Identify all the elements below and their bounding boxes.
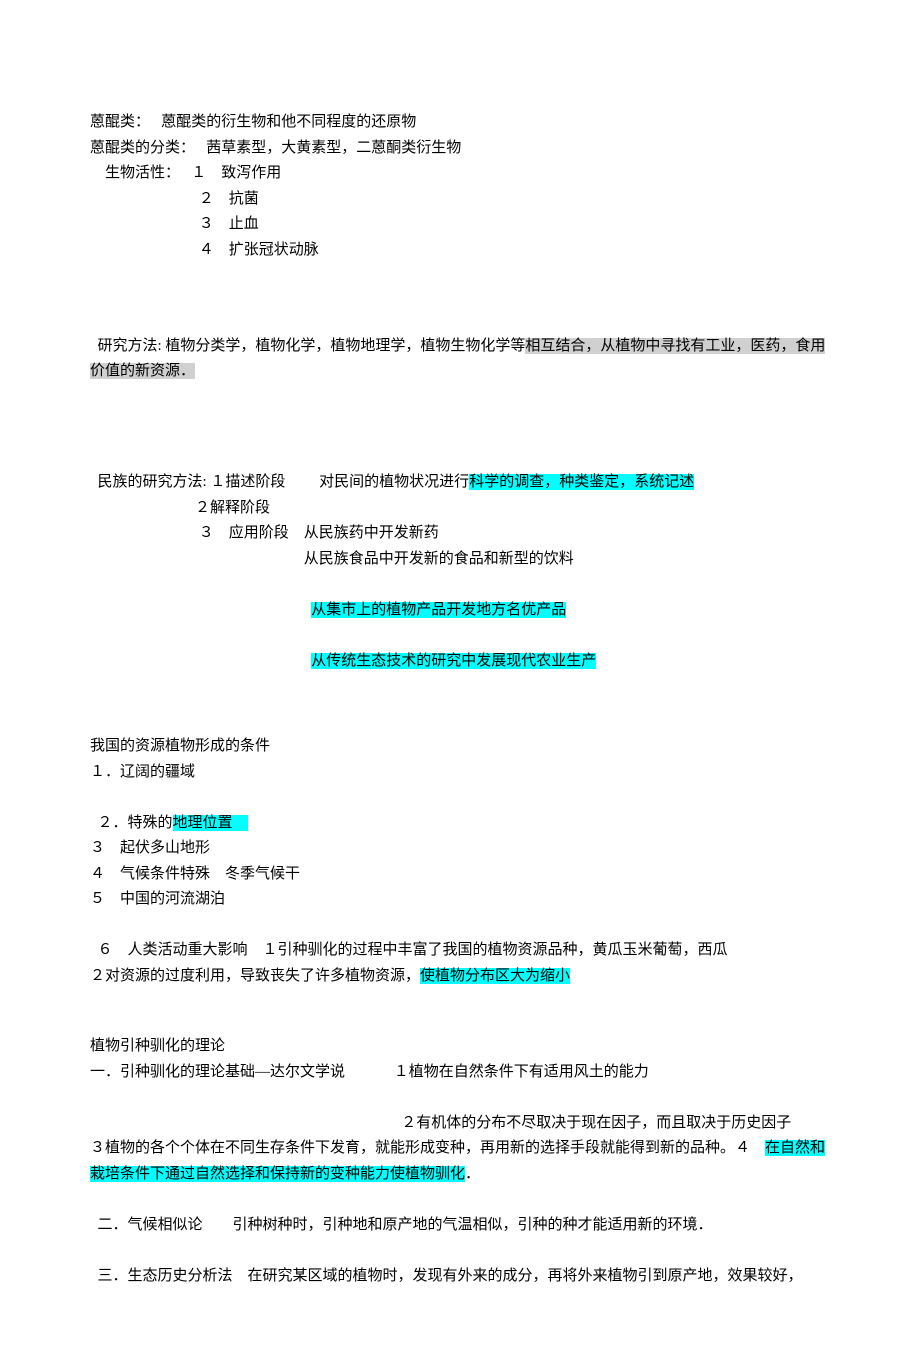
ethnic-stage-1-prefix: １描述阶段 对民间的植物状况进行 [210,474,469,490]
ethnic-sub-3-indent [98,653,312,669]
ethnic-sub-3-highlight: 从传统生态技术的研究中发展现代农业生产 [311,653,596,669]
ethnic-stage-3-sub-1: 从民族食品中开发新的食品和新型的饮料 [90,547,830,573]
theory-1-period: ． [465,1166,480,1182]
condition-4: ４ 气候条件特殊 冬季气候干 [90,862,830,888]
ethnic-stage-1-highlight: 科学的调查，种类鉴定，系统记述 [469,474,694,490]
condition-1: １．辽阔的疆域 [90,760,830,786]
research-method-paragraph: 研究方法: 植物分类学，植物化学，植物地理学，植物生物化学等相互结合，从植物中寻… [90,308,830,385]
bioactivity-1: 生物活性： １ 致泻作用 [90,161,830,187]
ethnic-stage-3: ３ 应用阶段 从民族药中开发新药 [90,521,830,547]
condition-5: ５ 中国的河流湖泊 [90,887,830,913]
ethnic-research-label: 民族的研究方法: [98,474,207,490]
domestication-theory-title: 植物引种驯化的理论 [90,1034,830,1060]
bioactivity-4: ４ 扩张冠状动脉 [90,238,830,264]
condition-2: ２．特殊的地理位置 [90,785,830,836]
theory-3-text: 三．生态历史分析法 在研究某区域的植物时，发现有外来的成分，再将外来植物引到原产… [98,1264,803,1290]
bioactivity-3: ３ 止血 [90,212,830,238]
ethnic-sub-2-indent [98,602,312,618]
anthraquinone-types: 蒽醌类的分类： 茜草素型，大黄素型，二蒽酮类衍生物 [90,136,830,162]
ethnic-stage-3-sub-2: 从集市上的植物产品开发地方名优产品 [90,572,830,623]
anthraquinone-definition: 蒽醌类： 蒽醌类的衍生物和他不同程度的还原物 [90,110,830,136]
bioactivity-2: ２ 抗菌 [90,187,830,213]
theory-1-text: ２有机体的分布不尽取决于现在因子，而且取决于历史因子 ３植物的各个个体在不同生存… [90,1115,866,1157]
theory-1-part-1: 一．引种驯化的理论基础―达尔文学说 １植物在自然条件下有适用风土的能力 [90,1060,830,1086]
ethnic-sub-2-highlight: 从集市上的植物产品开发地方名优产品 [311,602,566,618]
condition-6-highlight: 使植物分布区大为缩小 [420,968,570,984]
resource-plant-conditions-title: 我国的资源植物形成的条件 [90,734,830,760]
condition-6: ６ 人类活动重大影响 １引种驯化的过程中丰富了我国的植物资源品种，黄瓜玉米葡萄，… [90,913,830,990]
ethnic-stage-3-sub-3: 从传统生态技术的研究中发展现代农业生产 [90,623,830,674]
ethnic-research-line-1: 民族的研究方法: １描述阶段 对民间的植物状况进行科学的调查，种类鉴定，系统记述 [90,445,830,496]
condition-3: ３ 起伏多山地形 [90,836,830,862]
theory-3: 三．生态历史分析法 在研究某区域的植物时，发现有外来的成分，再将外来植物引到原产… [90,1238,830,1289]
condition-2-highlight: 地理位置 [173,815,248,831]
theory-2: 二．气候相似论 引种树种时，引种地和原产地的气温相似，引种的种才能适用新的环境． [90,1187,830,1238]
theory-2-text: 二．气候相似论 引种树种时，引种地和原产地的气温相似，引种的种才能适用新的环境． [98,1213,713,1239]
research-method-prefix: 研究方法: 植物分类学，植物化学，植物地理学，植物生物化学等 [98,338,526,354]
ethnic-stage-2: ２解释阶段 [90,496,830,522]
theory-1-part-2: ２有机体的分布不尽取决于现在因子，而且取决于历史因子 ３植物的各个个体在不同生存… [90,1085,830,1187]
condition-2-prefix: ２．特殊的 [98,815,173,831]
